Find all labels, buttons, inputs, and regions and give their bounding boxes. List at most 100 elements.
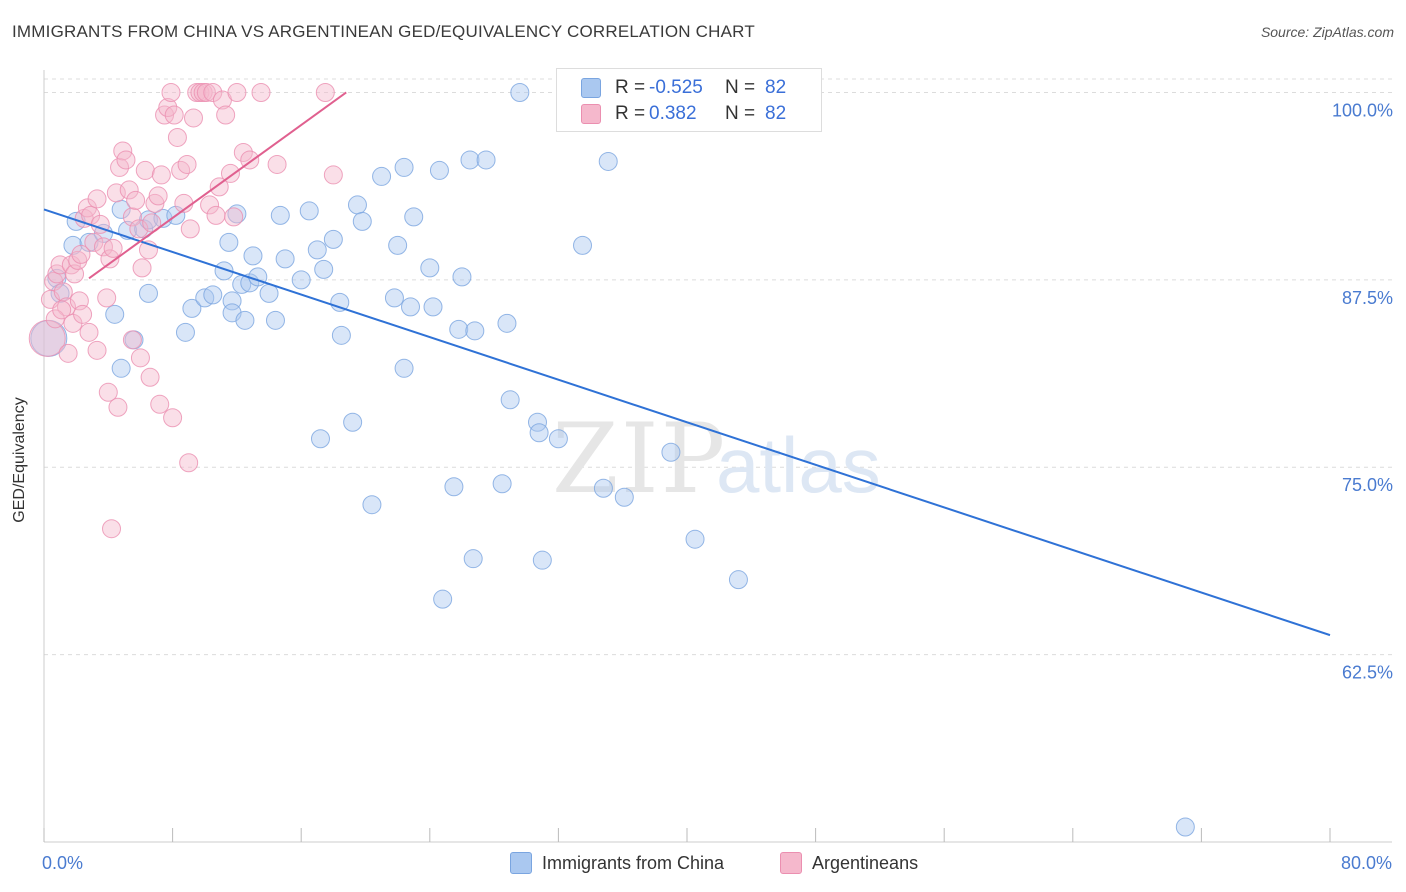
point-argentinean [87,189,107,209]
point-argentinean [203,82,223,102]
stats-legend: R = -0.525 N = 82 R = 0.382 N = 82 [556,68,822,132]
legend-item-argentineans: Argentineans [780,852,918,874]
point-argentinean [224,207,244,227]
series-legend: Immigrants from China Argentineans [0,852,1406,876]
point-argentinean [73,304,93,324]
point-argentinean [167,127,187,147]
point-china [1175,817,1195,837]
point-china [362,495,382,515]
point-china [347,195,367,215]
point-china [384,288,404,308]
point-china [182,298,202,318]
series-argentineans [28,82,343,539]
point-china [463,549,483,569]
point-china [685,529,705,549]
point-argentinean [84,232,104,252]
point-china [593,478,613,498]
trend-lines [43,91,1331,637]
point-argentinean [100,249,120,269]
point-china [460,150,480,170]
x-tick-label-min: 0.0% [42,853,84,873]
point-china [299,201,319,221]
watermark-atlas: atlas [716,421,881,509]
point-argentinean [206,205,226,225]
r-label: R = [615,77,646,98]
point-china [476,150,496,170]
point-china [138,283,158,303]
point-argentinean [50,255,70,275]
point-argentinean [98,382,118,402]
point-argentinean [52,300,72,320]
point-china [532,550,552,570]
source-label: Source: ZipAtlas.com [1260,24,1394,40]
point-china [111,358,131,378]
point-argentinean [179,453,199,473]
point-argentinean [119,180,139,200]
stats-legend-row-china: R = -0.525 N = 82 [581,76,786,100]
point-china [500,390,520,410]
point-argentinean [151,165,171,185]
point-china [235,310,255,330]
point-china [449,319,469,339]
point-china [614,487,634,507]
point-china [243,246,263,266]
point-china [323,229,343,249]
series-immigrants-from-china [30,82,1195,837]
point-argentinean [180,219,200,239]
point-argentinean [103,238,123,258]
point-argentinean [110,157,130,177]
point-argentinean [164,105,184,125]
point-argentinean [58,343,78,363]
point-china [175,322,195,342]
point-argentinean [126,190,146,210]
point-china [372,166,392,186]
point-argentinean [233,142,253,162]
point-argentinean [227,82,247,102]
legend-item-china: Immigrants from China [510,852,724,874]
point-china [548,429,568,449]
point-argentinean [148,186,168,206]
point-china [203,285,223,305]
point-china [219,232,239,252]
blue-swatch [581,78,601,98]
point-argentinean [200,195,220,215]
point-china [429,160,449,180]
point-argentinean [93,237,113,257]
point-china [352,211,372,231]
point-china [105,304,125,324]
point-china [728,570,748,590]
point-china [444,477,464,497]
point-argentinean [129,219,149,239]
r-value: -0.525 [649,77,703,98]
legend-label-china: Immigrants from China [542,852,725,873]
point-china [265,310,285,330]
point-china [275,249,295,269]
point-argentinean [97,288,117,308]
x-tick-label-max: 80.0% [1340,853,1392,873]
point-china [492,474,512,494]
trend-line-argentineans [88,91,347,280]
point-argentinean [135,160,155,180]
chart-title: IMMIGRANTS FROM CHINA VS ARGENTINEAN GED… [12,22,755,41]
y-tick-label: 87.5% [1342,288,1393,308]
point-china [433,589,453,609]
point-argentinean [71,244,91,264]
point-china [529,423,549,443]
point-china [452,267,472,287]
point-china [291,270,311,290]
point-argentinean [315,82,335,102]
point-china [404,207,424,227]
r-label: R = [615,103,646,124]
point-argentinean [216,105,236,125]
point-argentinean [140,367,160,387]
point-argentinean [158,97,178,117]
point-argentinean [79,322,99,342]
point-china [227,204,247,224]
point-argentinean [116,150,136,170]
point-china [661,442,681,462]
point-china [420,258,440,278]
n-label: N = [725,77,756,98]
point-china [497,313,517,333]
n-label: N = [725,103,756,124]
